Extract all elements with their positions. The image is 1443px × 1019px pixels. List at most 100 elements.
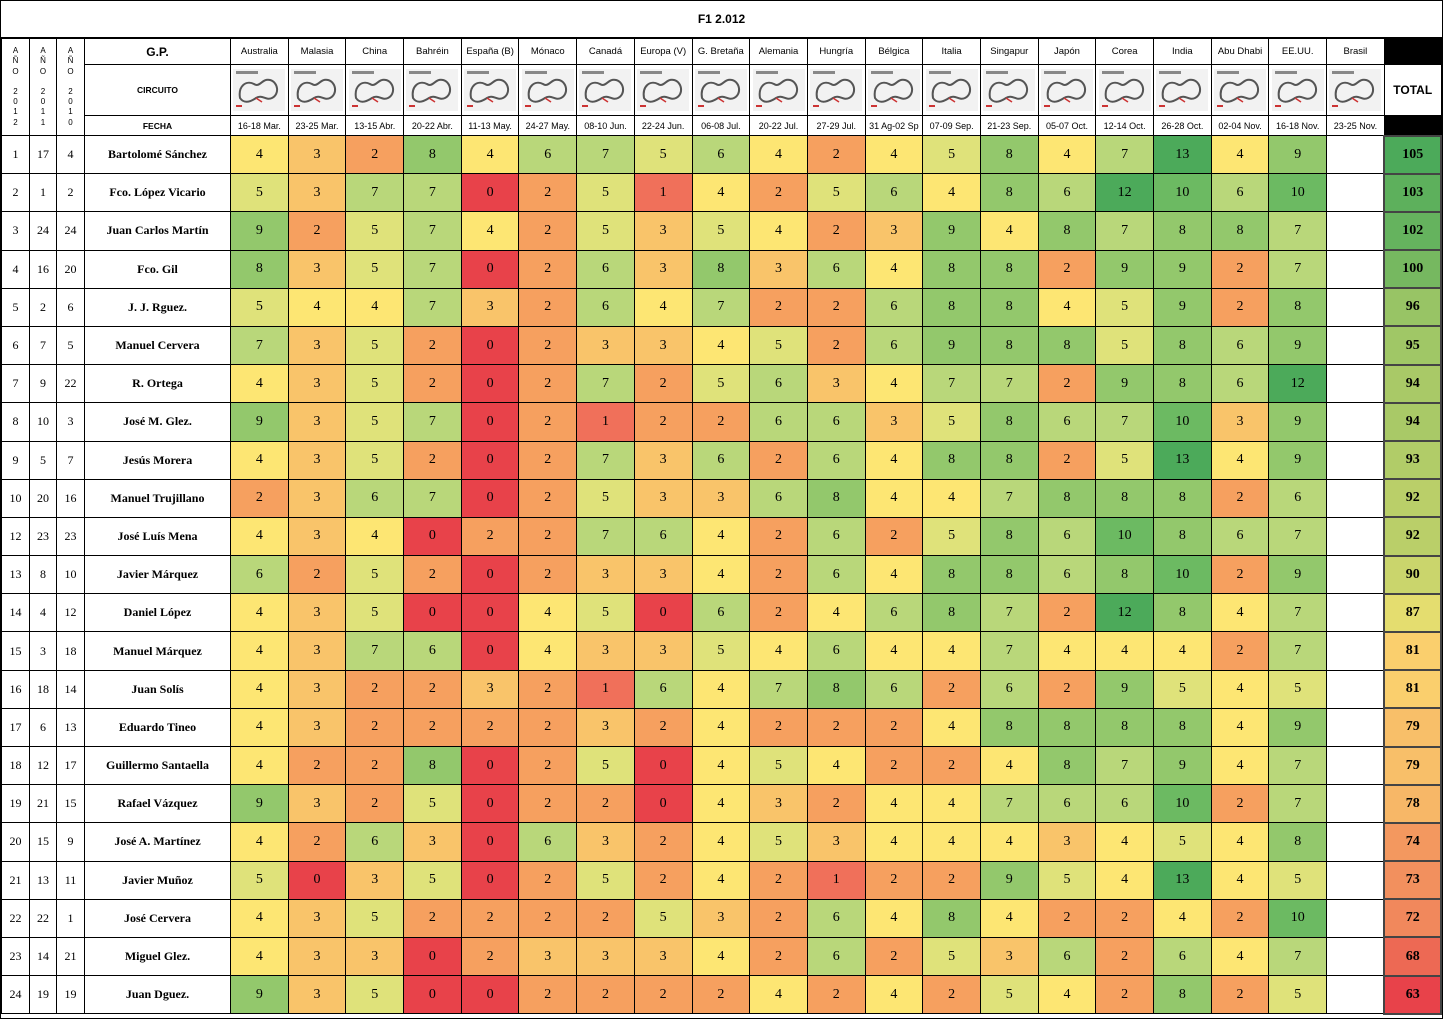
total-score: 105: [1383, 134, 1443, 175]
race-score: 4: [691, 822, 751, 862]
race-score: [1326, 593, 1385, 633]
player-name: Guillermo Santaella: [84, 745, 231, 786]
race-score: 2: [460, 936, 520, 977]
race-score: 8: [979, 555, 1039, 595]
race-score: 2: [1095, 975, 1154, 1015]
table-row: 1 17 4 Bartolomé Sánchez 4 3 2 8 4 6 7 5 6 4 2 4 5 8 4 7 13 4…: [1, 134, 1443, 175]
race-score: 2: [1037, 440, 1097, 480]
position-2010: 15: [56, 784, 85, 824]
position-2010: 9: [56, 822, 85, 862]
race-score: 2: [806, 325, 866, 366]
race-score: 10: [1268, 898, 1328, 938]
position-2012: 22: [1, 898, 30, 938]
position-2012: 9: [1, 440, 30, 480]
race-score: 4: [922, 822, 981, 862]
race-name-header: EE.UU.: [1268, 38, 1328, 65]
race-score: 0: [633, 745, 693, 786]
race-score: 3: [287, 402, 347, 442]
race-score: 6: [518, 134, 578, 175]
race-score: 3: [287, 631, 347, 671]
position-2010: 21: [56, 936, 85, 977]
year-header-char: Ñ: [12, 56, 19, 66]
race-score: 0: [403, 593, 462, 633]
race-score: 6: [576, 287, 635, 327]
race-score: 10: [1153, 555, 1212, 595]
race-score: 9: [230, 211, 289, 251]
race-score: 7: [345, 631, 405, 671]
race-score: 4: [691, 860, 751, 900]
race-score: 6: [1037, 936, 1097, 977]
race-score: 7: [979, 593, 1039, 633]
race-score: 3: [576, 936, 635, 977]
race-score: 6: [1037, 784, 1097, 824]
race-score: 7: [576, 134, 635, 175]
circuit-thumbnail: [1326, 64, 1385, 116]
race-score: 7: [345, 173, 405, 213]
race-score: 0: [460, 555, 520, 595]
race-score: 7: [403, 173, 462, 213]
race-score: 7: [979, 784, 1039, 824]
race-score: [1326, 134, 1385, 175]
circuit-thumbnail: [1268, 64, 1328, 116]
race-score: 8: [806, 478, 866, 518]
race-score: 2: [576, 784, 635, 824]
position-2012: 15: [1, 631, 30, 671]
race-score: 2: [403, 898, 462, 938]
race-score: 7: [1095, 211, 1154, 251]
position-2012: 8: [1, 402, 30, 442]
race-score: 7: [576, 440, 635, 480]
position-2011: 3: [29, 631, 57, 671]
player-name: José M. Glez.: [84, 402, 231, 442]
race-score: 4: [230, 364, 289, 404]
race-score: 2: [518, 211, 578, 251]
race-score: 8: [979, 402, 1039, 442]
position-2012: 13: [1, 555, 30, 595]
race-score: 2: [518, 555, 578, 595]
race-score: 2: [922, 860, 981, 900]
race-score: 0: [460, 593, 520, 633]
race-score: 2: [518, 898, 578, 938]
race-score: 4: [864, 134, 924, 175]
position-2011: 10: [29, 402, 57, 442]
race-score: 0: [633, 593, 693, 633]
race-score: 8: [922, 287, 981, 327]
race-date: 16-18 Nov.: [1268, 115, 1328, 136]
race-score: 13: [1153, 134, 1212, 175]
position-2010: 11: [56, 860, 85, 900]
race-score: 4: [1037, 631, 1097, 671]
race-score: 2: [749, 173, 808, 213]
race-score: 6: [806, 249, 866, 289]
race-score: 4: [922, 173, 981, 213]
race-score: 5: [576, 173, 635, 213]
race-score: 2: [1210, 975, 1270, 1015]
race-score: 2: [460, 898, 520, 938]
race-score: 4: [230, 134, 289, 175]
race-score: 7: [403, 211, 462, 251]
race-score: 4: [864, 440, 924, 480]
race-score: 4: [979, 211, 1039, 251]
race-score: 4: [345, 516, 405, 557]
table-row: 22 22 1 José Cervera 4 3 5 2 2 2 2 5 3 2 6 4 8 4 2 2 4 2 10 72: [1, 898, 1443, 939]
race-score: 2: [633, 975, 693, 1015]
race-score: 1: [806, 860, 866, 900]
race-score: 2: [403, 325, 462, 366]
race-name-header: India: [1153, 38, 1212, 65]
race-score: 2: [1037, 249, 1097, 289]
position-2012: 5: [1, 287, 30, 327]
race-score: [1326, 249, 1385, 289]
race-score: 4: [1210, 936, 1270, 977]
race-score: 8: [1153, 364, 1212, 404]
race-score: 6: [806, 898, 866, 938]
race-score: 3: [806, 364, 866, 404]
race-score: 6: [749, 402, 808, 442]
table-row: 23 14 21 Miguel Glez. 4 3 3 0 2 3 3 3 4 2 6 2 5 3 6 2 6 4 7 68: [1, 936, 1443, 977]
race-score: 4: [1095, 860, 1154, 900]
total-score: 74: [1383, 821, 1443, 863]
race-name-header: Mónaco: [518, 38, 578, 65]
race-score: 2: [1210, 631, 1270, 671]
table-row: 19 21 15 Rafael Vázquez 9 3 2 5 0 2 2 0 4 3 2 4 4 7 6 6 10 2 7…: [1, 783, 1443, 824]
race-date: 12-14 Oct.: [1095, 115, 1154, 136]
race-score: 8: [1153, 325, 1212, 366]
race-score: 8: [1268, 822, 1328, 862]
year-header-char: 2: [40, 87, 46, 96]
